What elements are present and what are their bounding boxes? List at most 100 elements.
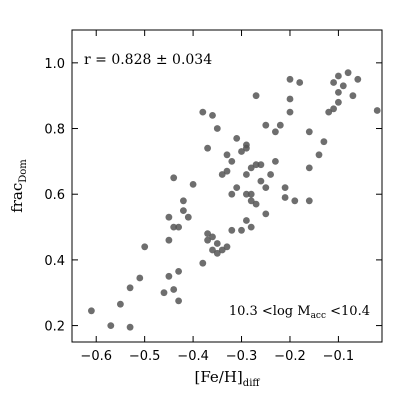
data-point	[180, 197, 187, 205]
y-axis-ticks: 0.2 0.4 0.6 0.8 1.0	[44, 57, 382, 335]
y-axis-label: fracDom	[8, 159, 29, 213]
data-point	[223, 243, 231, 251]
y-tick-label: 0.8	[44, 123, 65, 138]
data-point	[276, 121, 284, 129]
data-point	[305, 197, 313, 205]
data-point	[339, 82, 347, 90]
data-point	[243, 171, 250, 178]
data-point	[218, 171, 226, 178]
data-point	[349, 92, 357, 100]
data-point	[126, 284, 134, 292]
data-point	[126, 323, 134, 331]
data-point	[180, 207, 187, 215]
data-point	[141, 243, 149, 251]
data-point	[305, 164, 313, 172]
data-point	[165, 236, 173, 244]
data-point	[233, 184, 241, 192]
data-point	[262, 210, 270, 218]
annotation-post: <10.4	[326, 304, 370, 319]
data-point	[204, 230, 212, 238]
data-point	[209, 246, 216, 254]
data-point	[184, 213, 192, 221]
data-point	[107, 322, 115, 329]
data-point	[204, 236, 212, 244]
data-point	[247, 190, 255, 198]
data-point	[213, 249, 221, 257]
data-point	[267, 171, 274, 178]
x-tick-label: −0.2	[274, 349, 306, 364]
data-point	[233, 135, 241, 142]
data-point	[272, 128, 279, 136]
data-point	[252, 200, 260, 208]
data-point	[199, 108, 207, 116]
data-point	[209, 112, 216, 119]
data-point	[170, 174, 178, 182]
data-point	[117, 300, 124, 308]
data-point	[238, 148, 245, 155]
data-point	[330, 105, 337, 113]
data-point	[243, 217, 250, 224]
x-axis-label: [Fe/H]diff	[194, 368, 260, 389]
data-point	[281, 184, 289, 192]
data-point	[165, 272, 173, 280]
data-point	[228, 190, 236, 198]
data-point	[286, 95, 294, 103]
data-point	[305, 128, 313, 136]
data-point	[272, 158, 279, 165]
annotation-pre: 10.3 <log M	[229, 304, 311, 319]
data-point	[335, 98, 342, 106]
y-tick-label: 0.4	[44, 254, 65, 269]
data-point	[204, 144, 212, 152]
y-tick-label: 0.2	[44, 320, 65, 335]
x-tick-label: −0.6	[80, 349, 112, 364]
x-axis-label-sub: diff	[243, 378, 261, 389]
mass-range-annotation: 10.3 <log Macc <10.4	[229, 304, 370, 321]
data-point	[199, 259, 207, 267]
data-point	[228, 226, 236, 234]
data-point	[213, 240, 221, 247]
data-point	[330, 79, 337, 86]
data-point	[213, 125, 221, 132]
data-point	[228, 158, 236, 165]
data-point	[286, 75, 294, 83]
plot-frame	[71, 29, 383, 343]
x-tick-label: −0.3	[226, 349, 258, 364]
correlation-text: r = 0.828 ± 0.034	[84, 52, 212, 68]
data-point	[325, 108, 333, 116]
data-point	[170, 286, 178, 293]
x-tick-label: −0.1	[323, 349, 355, 364]
data-point	[373, 107, 381, 114]
data-point	[243, 190, 250, 198]
data-point	[189, 181, 197, 188]
x-tick-label: −0.4	[177, 349, 209, 364]
x-axis-label-main: [Fe/H]	[194, 368, 242, 386]
data-point	[354, 75, 362, 83]
data-point	[175, 223, 183, 231]
data-point	[170, 223, 178, 231]
data-point	[218, 246, 226, 254]
data-point	[262, 121, 270, 129]
data-point	[223, 167, 231, 175]
data-point	[238, 226, 245, 234]
data-point	[320, 138, 328, 146]
data-point	[335, 89, 342, 96]
annotation-sub: acc	[311, 311, 326, 321]
x-axis-ticks: −0.6 −0.5 −0.4 −0.3 −0.2 −0.1	[80, 30, 354, 364]
data-points	[88, 69, 381, 331]
y-tick-label: 0.6	[44, 188, 65, 203]
y-tick-label: 1.0	[44, 57, 65, 72]
data-point	[335, 72, 342, 80]
data-point	[165, 213, 173, 221]
data-point	[286, 108, 294, 116]
data-point	[243, 141, 250, 149]
data-point	[281, 194, 289, 201]
data-point	[223, 151, 231, 159]
data-point	[88, 307, 95, 315]
data-point	[315, 151, 323, 159]
x-tick-label: −0.5	[129, 349, 161, 364]
data-point	[291, 197, 299, 205]
data-point	[257, 161, 265, 169]
data-point	[136, 274, 144, 282]
data-point	[262, 184, 270, 192]
